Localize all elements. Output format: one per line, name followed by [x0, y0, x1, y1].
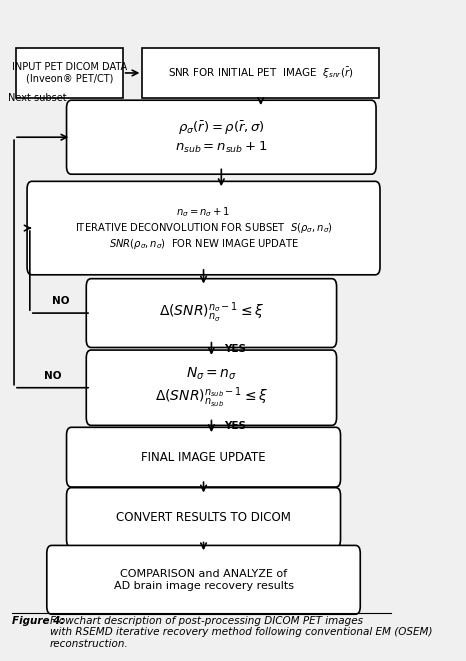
FancyBboxPatch shape — [16, 48, 123, 98]
Text: Next subset: Next subset — [8, 93, 67, 103]
FancyBboxPatch shape — [47, 545, 360, 614]
FancyBboxPatch shape — [27, 181, 380, 275]
FancyBboxPatch shape — [67, 100, 376, 175]
Text: $n_{\sigma} = n_{\sigma}+1$
ITERATIVE DECONVOLUTION FOR SUBSET  $S(\rho_{\sigma}: $n_{\sigma} = n_{\sigma}+1$ ITERATIVE DE… — [75, 205, 333, 251]
Text: NO: NO — [44, 371, 61, 381]
Text: Flowchart description of post-processing DICOM PET images
with RSEMD iterative r: Flowchart description of post-processing… — [49, 615, 432, 648]
Text: $\Delta(SNR)^{n_{\sigma}-1}_{n_{\sigma}} \leq \xi$: $\Delta(SNR)^{n_{\sigma}-1}_{n_{\sigma}}… — [159, 301, 264, 325]
Text: $N_{\sigma} = n_{\sigma}$
$\Delta(SNR)^{n_{sub}-1}_{n_{sub}} \leq \xi$: $N_{\sigma} = n_{\sigma}$ $\Delta(SNR)^{… — [155, 366, 268, 410]
Text: $\rho_{\sigma}(\bar{r}) = \rho(\bar{r}, \sigma)$
$n_{sub} = n_{sub}+1$: $\rho_{\sigma}(\bar{r}) = \rho(\bar{r}, … — [175, 120, 267, 155]
FancyBboxPatch shape — [142, 48, 379, 98]
FancyBboxPatch shape — [86, 279, 336, 348]
Text: FINAL IMAGE UPDATE: FINAL IMAGE UPDATE — [141, 451, 266, 463]
FancyBboxPatch shape — [67, 488, 341, 547]
Text: Figure 4:: Figure 4: — [12, 615, 68, 625]
Text: SNR FOR INITIAL PET  IMAGE  $\xi_{snr}(\bar{r})$: SNR FOR INITIAL PET IMAGE $\xi_{snr}(\ba… — [168, 65, 354, 81]
Text: NO: NO — [52, 296, 69, 307]
FancyBboxPatch shape — [67, 427, 341, 487]
Text: YES: YES — [224, 344, 246, 354]
FancyBboxPatch shape — [86, 350, 336, 426]
Text: YES: YES — [224, 421, 246, 432]
Text: COMPARISON and ANALYZE of
AD brain image recovery results: COMPARISON and ANALYZE of AD brain image… — [114, 569, 294, 591]
Text: CONVERT RESULTS TO DICOM: CONVERT RESULTS TO DICOM — [116, 511, 291, 524]
Text: INPUT PET DICOM DATA
(Inveon® PET/CT): INPUT PET DICOM DATA (Inveon® PET/CT) — [12, 62, 127, 84]
